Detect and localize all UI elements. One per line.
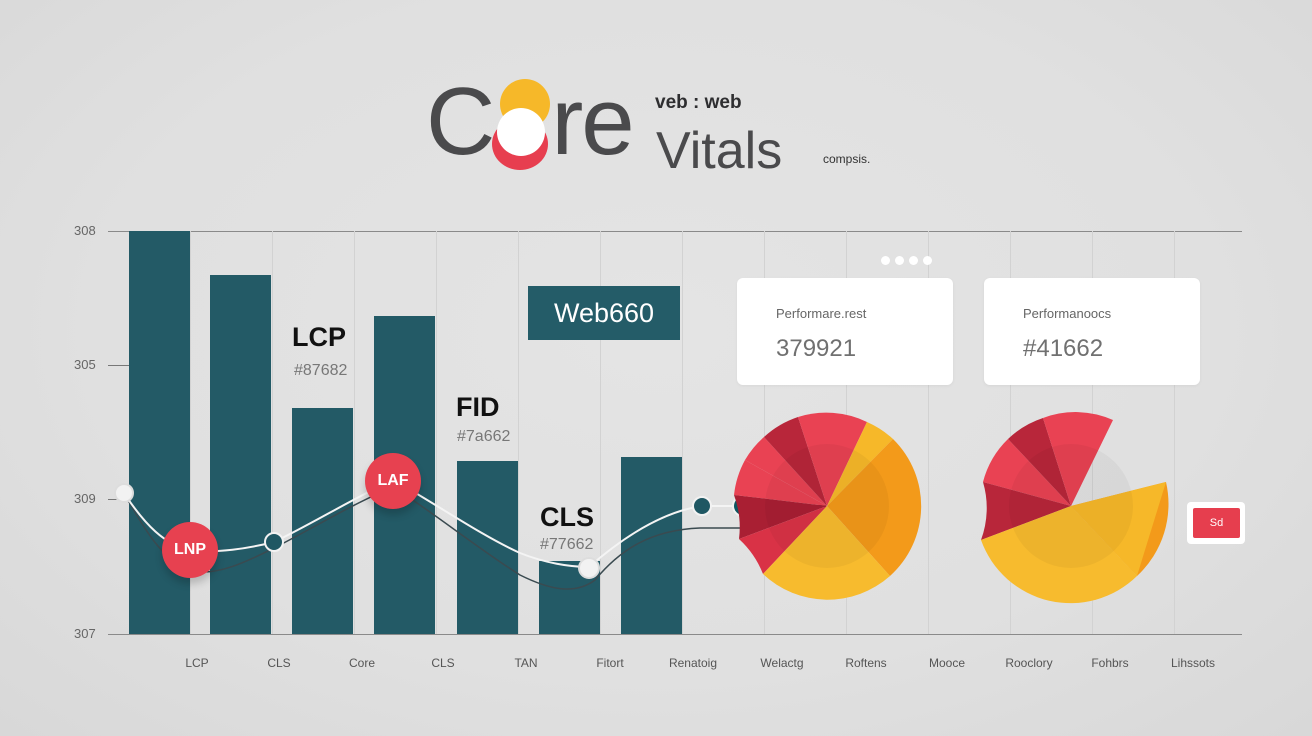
y-tick-label: 305 (74, 357, 96, 372)
baseline-axis (108, 634, 1242, 635)
web-badge: Web660 (528, 286, 680, 340)
x-axis-label: Welactg (760, 656, 804, 670)
annotation-cls-code: #77662 (540, 536, 594, 553)
bar[interactable] (210, 275, 271, 634)
y-tick-label: 307 (74, 626, 96, 641)
title-prefix: C (426, 68, 495, 175)
title-secondary: Vitals (656, 122, 783, 180)
top-gridline (108, 231, 1242, 232)
y-tick-mark (108, 365, 130, 366)
x-axis-label: Renatoig (668, 656, 718, 670)
v-gridline (518, 231, 519, 634)
bar[interactable] (292, 408, 353, 634)
v-gridline (600, 231, 601, 634)
performance-card: Performanoocs #41662 (984, 278, 1200, 385)
logo-circle-white (497, 108, 545, 156)
v-gridline (354, 231, 355, 634)
performance-card: Performare.rest 379921 (737, 278, 953, 385)
bar[interactable] (621, 457, 682, 634)
v-gridline (190, 231, 191, 634)
x-axis-label: Core (348, 656, 375, 670)
action-button[interactable]: Sd (1193, 508, 1240, 538)
x-axis-label: Lihssots (1170, 656, 1216, 670)
title-subtitle: compsis. (823, 152, 871, 166)
v-gridline (1010, 231, 1011, 634)
line-node[interactable] (578, 557, 600, 579)
card-title: Performanoocs (1023, 306, 1112, 321)
x-axis-label: CLS (431, 656, 455, 670)
line-node[interactable] (114, 483, 134, 503)
v-gridline (272, 231, 273, 634)
v-gridline (436, 231, 437, 634)
annotation-lcp-label: LCP (292, 322, 346, 352)
annotation-fid-code: #7a662 (457, 428, 511, 445)
x-axis-label: Rooclory (1005, 656, 1053, 670)
y-tick-label: 309 (74, 491, 96, 506)
card-value: 379921 (776, 335, 857, 362)
marker-laf[interactable]: LAF (365, 453, 421, 509)
pie-chart-right (981, 412, 1169, 604)
v-gridline (764, 231, 765, 634)
card-value: #41662 (1023, 335, 1104, 362)
v-gridline (928, 231, 929, 634)
more-options-icon[interactable] (881, 256, 932, 265)
title-suffix: re (551, 68, 634, 175)
annotation-lcp-code: #87682 (294, 362, 348, 379)
x-axis-label: CLS (267, 656, 291, 670)
pie-chart-left (734, 412, 922, 600)
v-gridline (1174, 231, 1175, 634)
x-axis-label: LCP (185, 656, 209, 670)
x-axis-label: Fohbrs (1091, 656, 1129, 670)
x-axis-label: TAN (514, 656, 538, 670)
title-superscript: veb : web (655, 92, 742, 113)
marker-lnp[interactable]: LNP (162, 522, 218, 578)
card-title: Performare.rest (776, 306, 867, 321)
line-node[interactable] (692, 496, 712, 516)
x-axis-label: Roftens (845, 656, 887, 670)
v-gridline (682, 231, 683, 634)
x-axis-label: Mooce (928, 656, 966, 670)
line-node[interactable] (264, 532, 284, 552)
annotation-fid-label: FID (456, 392, 500, 422)
x-axis-label: Fitort (596, 656, 624, 670)
annotation-cls-label: CLS (540, 502, 594, 532)
y-tick-label: 308 (74, 223, 96, 238)
